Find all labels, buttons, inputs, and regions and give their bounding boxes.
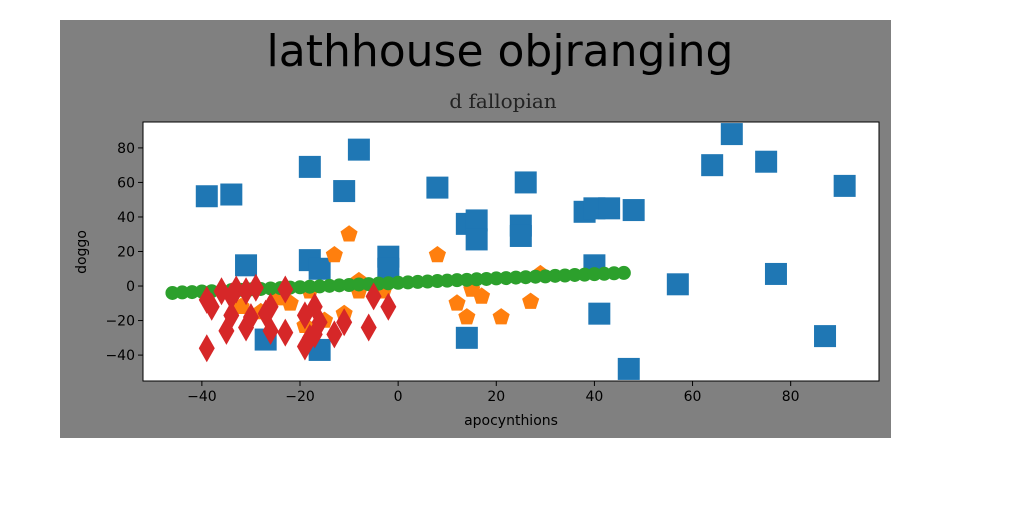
x-tick-label: 0 [394,389,403,405]
y-tick-label: 40 [117,210,135,226]
square-marker [833,174,856,197]
circle-marker [302,279,317,294]
pentagon-marker [325,246,343,263]
x-tick-label: −20 [285,389,315,405]
square-marker [588,302,611,325]
circle-marker [528,269,543,284]
diamond-series [198,273,397,363]
chart-title: lathhouse objranging [267,26,734,77]
square-marker [465,209,488,232]
square-marker [377,257,400,280]
x-tick-label: −40 [187,389,217,405]
diamond-marker [203,292,220,321]
diamond-marker [326,320,343,349]
square-marker [220,183,243,206]
square-marker [598,197,621,220]
pentagon-marker [340,225,358,242]
circle-marker [607,266,622,281]
pentagon-marker [458,308,476,325]
circle-marker [391,275,406,290]
square-marker [814,325,837,348]
pentagon-marker [492,308,510,325]
square-marker [235,254,258,277]
square-series [195,123,856,380]
chart-subtitle: d fallopian [449,89,556,113]
y-tick-label: −20 [105,314,135,330]
circle-marker [489,271,504,286]
pentagon-marker [522,292,540,309]
axis-ticks: −40 −20 0 20 40 60 80 −40 −20 0 20 40 60 80 [105,141,799,405]
square-marker [720,123,743,146]
pentagon-marker [448,294,466,311]
square-marker [764,262,787,285]
y-tick-label: 20 [117,245,135,261]
diamond-marker [277,275,294,304]
diamond-marker [242,303,259,332]
circle-marker [351,277,366,292]
circle-marker [616,265,631,280]
square-marker [509,224,532,247]
diamond-marker [247,273,264,302]
diamond-marker [223,301,240,330]
x-axis-label: apocynthions [464,413,558,429]
y-tick-label: −40 [105,348,135,364]
square-marker [308,257,331,280]
square-marker [622,199,645,222]
square-marker [755,150,778,173]
square-marker [455,326,478,349]
square-marker [347,138,370,161]
y-tick-label: 0 [126,279,135,295]
circle-marker [469,272,484,287]
x-tick-label: 60 [684,389,702,405]
diamond-marker [198,334,215,363]
square-marker [426,176,449,199]
circle-marker [548,268,563,283]
pentagon-marker [473,287,491,304]
square-marker [195,185,218,208]
diamond-marker [228,275,245,304]
diamond-marker [360,313,377,342]
square-marker [666,273,689,296]
circle-marker [332,278,347,293]
square-marker [514,171,537,194]
diamond-marker [262,316,279,345]
circle-marker [450,273,465,288]
diamond-marker [336,308,353,337]
circle-marker [175,285,190,300]
diamond-marker [311,308,328,337]
x-tick-label: 80 [782,389,800,405]
square-marker [617,357,640,380]
square-marker [333,180,356,203]
y-tick-label: 60 [117,175,135,191]
circle-marker [508,270,523,285]
square-marker [701,154,724,177]
diamond-marker [380,292,397,321]
x-tick-label: 40 [585,389,603,405]
diamond-marker [365,282,382,311]
square-marker [465,228,488,251]
pentagon-marker [428,246,446,263]
circle-marker [263,281,278,296]
x-tick-label: 20 [487,389,505,405]
circle-marker [587,267,602,282]
diamond-marker [277,318,294,347]
diamond-marker [262,292,279,321]
data-marks [165,123,856,380]
circle-marker [567,267,582,282]
y-axis-label: doggo [74,230,90,274]
circle-marker [410,274,425,289]
y-tick-label: 80 [117,141,135,157]
circle-marker [430,274,445,289]
square-marker [298,155,321,178]
